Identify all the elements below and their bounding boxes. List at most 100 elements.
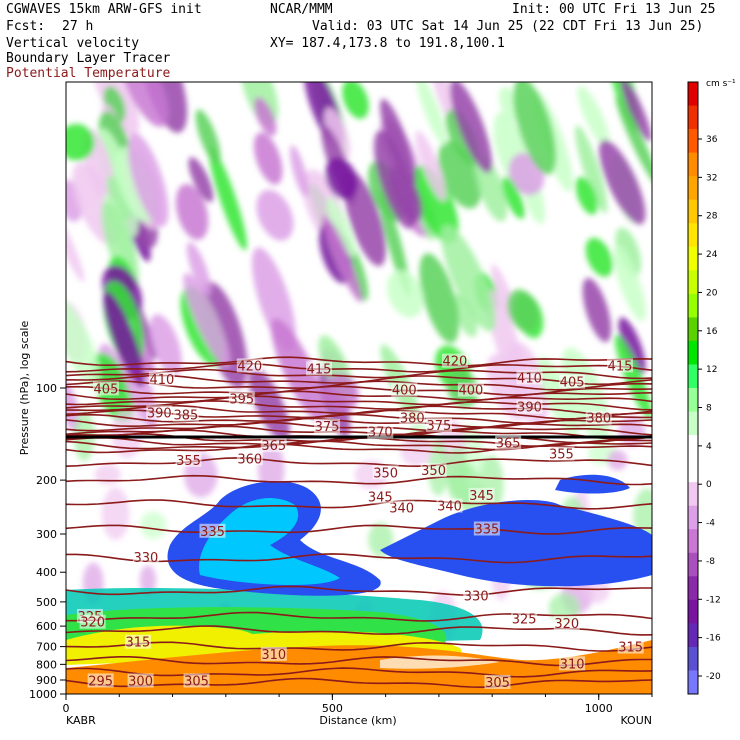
theta-contour <box>66 362 652 373</box>
colorbar-label: -20 <box>706 672 721 682</box>
velocity-cell <box>618 317 646 374</box>
theta-label: 330 <box>464 589 489 604</box>
forecast-hour: 27 h <box>62 19 94 34</box>
theta-label-bg <box>87 673 114 688</box>
theta-label: 370 <box>368 426 393 441</box>
theta-label: 420 <box>442 355 467 370</box>
theta-label-bg <box>236 451 263 466</box>
colorbar-swatch <box>688 435 698 460</box>
theta-contour <box>66 417 652 428</box>
colorbar-swatch <box>688 646 698 671</box>
velocity-cell <box>106 175 130 221</box>
theta-label: 305 <box>485 676 510 691</box>
colorbar-label: 20 <box>706 288 718 298</box>
velocity-cell <box>620 82 652 142</box>
theta-contour <box>66 385 652 396</box>
velocity-cell <box>66 123 95 161</box>
colorbar-label: -4 <box>706 519 715 529</box>
theta-label: 410 <box>149 373 174 388</box>
velocity-cell <box>585 237 613 277</box>
colorbar-swatch <box>688 223 698 248</box>
theta-label-bg <box>124 634 151 649</box>
theta-label: 405 <box>94 382 119 397</box>
y-tick-label: 500 <box>36 596 57 609</box>
theta-label-bg <box>425 417 452 432</box>
theta-label-bg <box>399 410 426 425</box>
velocity-cell <box>253 132 283 185</box>
colorbar: 36 32 28 24 20 16 12 8 4 0 -4 -8 -12 -16 -20 <box>687 81 721 695</box>
velocity-field: 3253303353403403453453503503553553603653… <box>66 82 652 694</box>
colorbar-label: 24 <box>706 250 718 260</box>
theta-label-bg <box>553 615 580 630</box>
init-time: Init: 00 UTC Fri 13 Jun 25 <box>512 2 716 17</box>
colorbar-label: -16 <box>706 634 721 644</box>
theta-contour <box>66 400 652 411</box>
theta-label: 380 <box>586 412 611 427</box>
theta-label-bg <box>132 550 159 565</box>
velocity-cell <box>254 97 277 136</box>
theta-contour <box>66 457 652 468</box>
velocity-cell <box>507 289 539 333</box>
x-axis-label: Distance (km) <box>319 714 396 727</box>
colorbar-label: 4 <box>706 442 712 452</box>
velocity-cell <box>575 176 598 215</box>
theta-contour <box>66 421 652 432</box>
theta-label-bg <box>420 463 447 478</box>
theta-label: 340 <box>437 500 462 515</box>
y-tick-label: 400 <box>36 566 57 579</box>
theta-label-bg <box>367 424 394 439</box>
theta-label: 405 <box>560 376 585 391</box>
theta-label-bg <box>183 673 210 688</box>
theta-contour <box>66 440 652 451</box>
velocity-cell <box>289 145 309 198</box>
colorbar-swatch <box>688 317 698 342</box>
y-tick-label: 600 <box>36 620 57 633</box>
velocity-cell <box>614 335 652 419</box>
velocity-cell <box>140 511 167 540</box>
theta-label-bg <box>79 614 106 629</box>
colorbar-label: 28 <box>706 212 718 222</box>
colorbar-frame <box>687 81 699 695</box>
theta-label-bg <box>436 498 463 513</box>
velocity-cell <box>453 293 478 337</box>
velocity-cell <box>140 82 188 133</box>
theta-label: 305 <box>184 674 209 689</box>
theta-label-bg <box>548 446 575 461</box>
theta-label-bg <box>463 588 490 603</box>
velocity-cell <box>450 82 493 173</box>
colorbar-swatch <box>688 670 698 695</box>
y-tick-label: 700 <box>36 641 57 654</box>
colorbar-label: 12 <box>706 365 717 375</box>
theta-label-bg <box>146 405 173 420</box>
y-axis-label: Pressure (hPa), log scale <box>18 321 31 456</box>
theta-labels: 3253303353403403453453503503553553603653… <box>76 353 644 691</box>
x-tick-label: 500 <box>322 702 343 715</box>
theta-contour <box>66 667 652 678</box>
colorbar-swatch <box>688 176 698 201</box>
velocity-cell <box>175 183 209 240</box>
theta-label-bg <box>468 487 495 502</box>
theta-contour <box>66 677 652 689</box>
field-vertical-velocity: Vertical velocity <box>6 36 140 51</box>
colorbar-swatch <box>688 576 698 601</box>
velocity-cell <box>103 291 145 387</box>
theta-label: 310 <box>560 657 585 672</box>
velocity-cell <box>615 227 642 277</box>
theta-label: 325 <box>512 612 537 627</box>
colorbar-swatch <box>688 529 698 554</box>
theta-contour <box>66 443 652 454</box>
theta-label-bg <box>559 656 586 671</box>
field-boundary-layer-tracer: Boundary Layer Tracer <box>6 51 171 66</box>
theta-label: 365 <box>496 437 521 452</box>
colorbar-swatch <box>688 388 698 413</box>
theta-label: 375 <box>426 419 451 434</box>
theta-label: 350 <box>373 466 398 481</box>
endpoint-right: KOUN <box>620 714 652 727</box>
theta-label-bg <box>388 500 415 515</box>
velocity-cell <box>324 107 351 160</box>
theta-label: 385 <box>173 409 198 424</box>
theta-label: 390 <box>517 401 542 416</box>
colorbar-label: 36 <box>706 135 718 145</box>
